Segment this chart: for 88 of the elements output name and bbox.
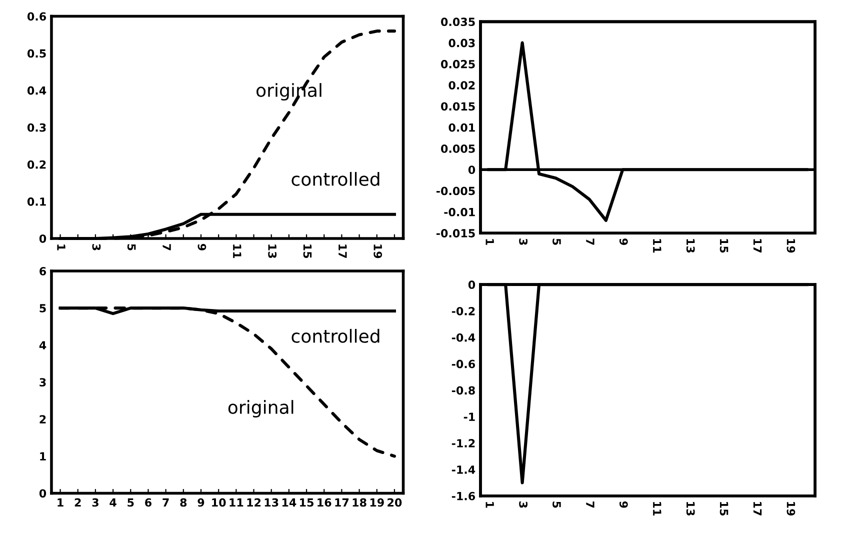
x-tick-label: 15: [720, 239, 728, 253]
x-tick-label: 10: [212, 498, 226, 507]
x-tick-label: 8: [180, 498, 187, 507]
x-tick-label: 17: [335, 498, 349, 507]
x-tick-label: 1: [486, 502, 494, 508]
x-tick-label: 16: [318, 498, 332, 507]
y-tick-label: -1: [464, 412, 475, 421]
y-tick-label: 0.035: [441, 18, 475, 26]
y-tick-label: 3: [40, 378, 46, 386]
x-tick-label: 3: [92, 244, 101, 250]
y-tick-label: -0.015: [436, 229, 475, 238]
x-tick-label: 5: [552, 502, 561, 508]
x-tick-label: 7: [586, 502, 594, 508]
x-tick-label: 17: [338, 244, 347, 258]
x-tick-label: 18: [352, 498, 366, 507]
x-tick-label: 13: [264, 498, 278, 507]
x-tick-label: 2: [74, 498, 81, 507]
x-tick-label: 11: [653, 239, 662, 253]
x-tick-label: 12: [247, 498, 261, 507]
y-tick-label: 0.6: [27, 12, 46, 21]
y-tick-label: 0: [39, 234, 46, 243]
x-tick-label: 11: [233, 244, 242, 258]
y-tick-label: 0.1: [27, 197, 46, 206]
y-tick-label: -1.4: [452, 466, 476, 474]
y-tick-label: 4: [39, 341, 46, 350]
x-tick-label: 1: [486, 239, 494, 245]
y-tick-label: -1.6: [452, 492, 476, 500]
x-tick-label: 20: [388, 498, 402, 507]
x-tick-label: 9: [198, 244, 206, 250]
x-tick-label: 6: [145, 498, 152, 507]
x-tick-label: 3: [92, 498, 98, 507]
y-tick-label: -0.4: [452, 333, 476, 342]
series-label: original: [256, 83, 322, 101]
x-tick-label: 3: [519, 238, 528, 245]
x-tick-label: 4: [110, 498, 116, 507]
y-tick-label: 0.3: [27, 123, 46, 132]
x-tick-label: 3: [519, 502, 528, 508]
x-tick-label: 1: [57, 244, 66, 250]
x-tick-label: 19: [374, 244, 382, 258]
series-label: controlled: [292, 328, 380, 343]
x-tick-label: 19: [786, 502, 796, 516]
x-tick-label: 7: [162, 498, 169, 507]
y-tick-label: -0.6: [452, 360, 476, 368]
x-tick-label: 9: [198, 498, 204, 507]
y-tick-label: 0.02: [448, 81, 475, 90]
y-tick-label: 0: [468, 280, 476, 289]
series-label: original: [228, 400, 294, 418]
y-tick-label: 0.015: [441, 102, 475, 111]
y-tick-label: 0.5: [27, 49, 46, 58]
y-tick-label: 6: [40, 266, 46, 276]
y-tick-label: 0.4: [27, 86, 46, 95]
x-tick-label: 17: [753, 502, 762, 516]
x-tick-label: 1: [58, 498, 64, 507]
x-tick-label: 13: [268, 244, 277, 258]
series-label: controlled: [292, 172, 380, 186]
y-tick-label: 0: [39, 489, 46, 498]
x-tick-label: 15: [303, 244, 312, 258]
y-tick-label: -0.01: [444, 208, 475, 216]
x-tick-label: 13: [686, 239, 695, 252]
y-tick-label: -0.2: [452, 306, 475, 316]
x-tick-label: 9: [619, 238, 628, 245]
y-tick-label: 5: [40, 304, 46, 312]
x-tick-label: 19: [786, 239, 796, 253]
x-tick-label: 15: [720, 502, 728, 516]
x-tick-label: 19: [370, 498, 384, 507]
y-tick-label: 1: [40, 452, 46, 460]
y-tick-label: -0.8: [452, 386, 475, 395]
x-tick-label: 5: [127, 244, 136, 250]
y-tick-label: -0.005: [436, 186, 475, 196]
x-tick-label: 13: [686, 502, 695, 516]
x-tick-label: 9: [619, 501, 628, 508]
y-tick-label: 0.01: [448, 123, 475, 132]
y-tick-label: 2: [40, 415, 46, 424]
x-tick-label: 5: [128, 498, 134, 507]
y-tick-label: 0.005: [441, 144, 475, 153]
y-tick-label: 0: [468, 166, 476, 174]
y-tick-label: 0.025: [441, 60, 475, 68]
y-tick-label: 0.03: [448, 38, 475, 48]
x-tick-label: 15: [300, 498, 314, 507]
x-tick-label: 7: [586, 238, 594, 245]
y-tick-label: -1.2: [452, 439, 475, 448]
x-tick-label: 11: [230, 498, 244, 507]
y-tick-label: 0.2: [27, 160, 46, 169]
x-tick-label: 7: [162, 244, 171, 250]
x-tick-label: 17: [753, 239, 762, 252]
x-tick-label: 5: [552, 238, 561, 245]
x-tick-label: 11: [653, 502, 662, 516]
x-tick-label: 14: [282, 498, 296, 507]
